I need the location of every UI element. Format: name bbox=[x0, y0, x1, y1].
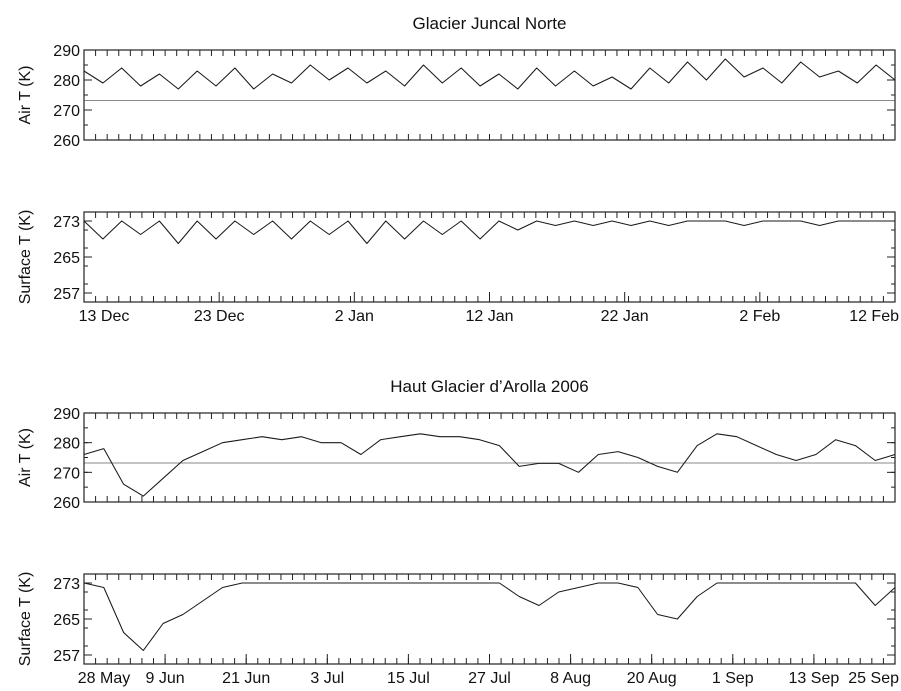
y-tick-label: 273 bbox=[53, 576, 80, 593]
y-tick-label: 257 bbox=[53, 286, 80, 303]
plot-frame bbox=[83, 211, 896, 303]
chart-panels: Glacier Juncal Norte 290 280 270 260 Air T (K… bbox=[17, 14, 899, 687]
y-tick-label: 290 bbox=[53, 43, 80, 60]
y-axis-label: Air T (K) bbox=[17, 66, 34, 125]
y-tick-label: 265 bbox=[53, 250, 80, 267]
panel-1: Glacier Juncal Norte 290 280 270 260 Air T (K… bbox=[17, 14, 896, 150]
chart-title: Glacier Juncal Norte bbox=[412, 14, 566, 33]
x-tick-label: 12 Feb bbox=[849, 308, 899, 325]
panel-2: 273 265 257 Surface T (K) 13 Dec 23 Dec 2 Jan 1… bbox=[17, 210, 899, 325]
series-line-1 bbox=[83, 582, 896, 652]
plot-frame bbox=[83, 412, 896, 503]
y-tick-label: 270 bbox=[53, 103, 80, 120]
series-line-1 bbox=[83, 220, 895, 245]
x-tick-label: 2 Feb bbox=[739, 308, 780, 325]
x-tick-label: 2 Jan bbox=[335, 308, 374, 325]
x-tick-label: 20 Aug bbox=[627, 670, 677, 687]
y-tick-label: 270 bbox=[53, 465, 80, 482]
x-tick-label: 22 Jan bbox=[601, 308, 649, 325]
x-tick-label: 25 Sep bbox=[848, 670, 899, 687]
x-tick-label: 13 Dec bbox=[79, 308, 130, 325]
plot-frame bbox=[83, 573, 896, 665]
x-tick-label: 1 Sep bbox=[712, 670, 754, 687]
x-tick-label: 8 Aug bbox=[550, 670, 591, 687]
x-tick-label: 28 May bbox=[78, 670, 130, 687]
x-tick-label: 12 Jan bbox=[465, 308, 513, 325]
y-tick-label: 257 bbox=[53, 648, 80, 665]
x-tick-label: 27 Jul bbox=[468, 670, 511, 687]
series-line-1 bbox=[83, 433, 896, 497]
x-tick-label: 23 Dec bbox=[194, 308, 245, 325]
y-axis-label: Surface T (K) bbox=[17, 572, 34, 667]
x-tick-label: 9 Jun bbox=[146, 670, 185, 687]
y-tick-label: 280 bbox=[53, 436, 80, 453]
y-tick-label: 265 bbox=[53, 612, 80, 629]
x-tick-label: 21 Jun bbox=[222, 670, 270, 687]
y-tick-label: 280 bbox=[53, 73, 80, 90]
y-tick-label: 260 bbox=[53, 133, 80, 150]
panel-3: Haut Glacier d’Arolla 2006 290 280 270 260 Ai… bbox=[17, 377, 896, 512]
x-tick-label: 3 Jul bbox=[310, 670, 344, 687]
series-line-1 bbox=[83, 58, 896, 90]
y-tick-label: 273 bbox=[53, 214, 80, 231]
chart-title: Haut Glacier d’Arolla 2006 bbox=[390, 377, 588, 396]
x-tick-label: 15 Jul bbox=[387, 670, 430, 687]
plot-frame bbox=[83, 49, 896, 141]
x-tick-label: 13 Sep bbox=[789, 670, 840, 687]
y-axis-label: Air T (K) bbox=[17, 428, 34, 487]
y-tick-label: 260 bbox=[53, 495, 80, 512]
panel-4: 273 265 257 Surface T (K) 28 May 9 Jun 21 Jun 3… bbox=[17, 572, 899, 687]
y-axis-label: Surface T (K) bbox=[17, 210, 34, 305]
y-tick-label: 290 bbox=[53, 406, 80, 423]
